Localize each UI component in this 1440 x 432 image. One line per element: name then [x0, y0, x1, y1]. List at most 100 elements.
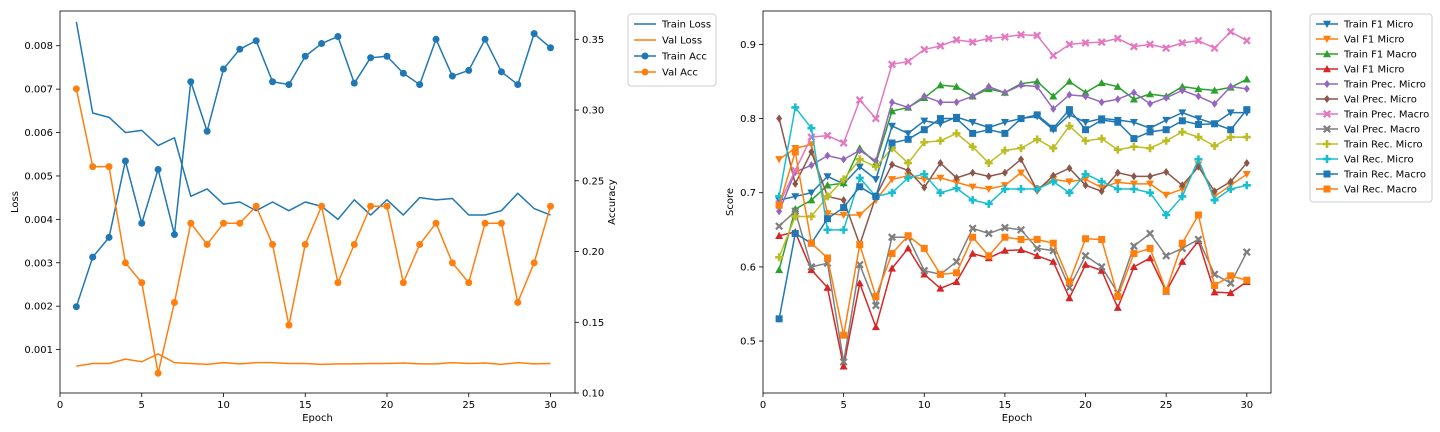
data-point [921, 183, 928, 192]
data-point [1033, 244, 1042, 253]
data-point [952, 257, 961, 266]
data-point [905, 103, 912, 112]
data-point [808, 147, 815, 156]
data-point [530, 259, 538, 267]
data-point [936, 284, 945, 292]
data-point [920, 244, 928, 252]
data-point [1210, 86, 1219, 94]
y2-tick-label: 0.35 [582, 35, 604, 46]
legend-entry: Val Prec. Micro [1316, 95, 1417, 106]
data-point [968, 183, 977, 191]
data-point [203, 127, 211, 135]
data-point [203, 240, 211, 248]
data-point [807, 265, 816, 274]
data-point [953, 98, 960, 107]
data-point [1017, 235, 1025, 243]
data-point [448, 72, 456, 80]
data-point [105, 163, 113, 171]
data-point [1162, 116, 1171, 125]
y2-tick-label: 0.10 [582, 389, 604, 400]
data-point [1049, 257, 1058, 265]
data-point [448, 259, 456, 267]
data-point [888, 176, 897, 184]
data-point [269, 78, 277, 86]
data-point [952, 184, 961, 193]
data-point [1162, 44, 1171, 53]
data-point [985, 172, 992, 181]
data-point [1001, 233, 1009, 241]
data-point [775, 315, 783, 323]
data-point [89, 163, 97, 171]
data-point [968, 119, 977, 127]
legend-marker [1323, 185, 1331, 193]
series-line [778, 231, 1248, 368]
data-point [840, 155, 847, 164]
data-point [1000, 246, 1009, 254]
x-tick-label: 15 [299, 400, 312, 411]
legend-label: Val F1 Micro [1344, 35, 1404, 46]
y2-tick-label: 0.30 [582, 106, 604, 117]
data-point [72, 303, 80, 311]
data-point [1129, 262, 1138, 271]
data-point [1162, 210, 1171, 219]
data-point [1066, 164, 1073, 173]
data-point [1226, 288, 1235, 297]
data-point [1210, 196, 1219, 205]
data-point [252, 202, 260, 210]
data-point [1178, 82, 1187, 90]
y-axis-label: Score [725, 188, 736, 216]
data-point [1130, 172, 1137, 181]
data-point [367, 202, 375, 210]
data-point [776, 207, 783, 216]
data-point [823, 225, 832, 234]
data-point [888, 233, 897, 242]
data-point [154, 165, 162, 173]
data-point [481, 219, 489, 227]
data-point [1178, 109, 1187, 117]
data-point [1194, 120, 1202, 128]
data-point [807, 124, 816, 133]
data-point [953, 115, 961, 123]
data-point [904, 232, 912, 240]
data-point [236, 219, 244, 227]
data-point [1065, 294, 1074, 302]
data-point [1081, 170, 1090, 179]
data-point [1000, 32, 1009, 41]
data-point [888, 60, 897, 69]
data-point [1082, 235, 1090, 243]
data-point [953, 269, 961, 277]
data-point [121, 259, 129, 267]
legend-entry: Val Rec. Micro [1316, 155, 1414, 166]
data-point [1066, 90, 1073, 99]
data-point [252, 37, 260, 45]
legend-marker [1323, 110, 1331, 118]
legend-marker [1323, 125, 1331, 133]
data-point [1129, 242, 1138, 251]
legend-box [627, 13, 717, 87]
series-train-rec-micro [775, 121, 1251, 262]
y-axis-label: Loss [10, 191, 21, 213]
data-point [89, 253, 97, 261]
data-point [1098, 116, 1106, 124]
y2-axis-label: Accuracy [607, 179, 618, 225]
data-point [871, 322, 880, 331]
data-point [1178, 239, 1186, 247]
y-tick-label: 0.007 [24, 85, 53, 96]
data-point [1114, 95, 1121, 104]
data-point [105, 233, 113, 241]
series-val-acc [72, 85, 554, 377]
data-point [1000, 185, 1009, 194]
data-point [1162, 191, 1171, 199]
data-point [187, 219, 195, 227]
data-point [823, 283, 832, 291]
data-point [936, 81, 945, 89]
data-point [936, 115, 944, 123]
legend-marker [1323, 20, 1331, 28]
data-point [1178, 192, 1187, 201]
data-point [888, 122, 897, 130]
series-line [778, 118, 1248, 246]
data-point [855, 96, 864, 105]
data-point [1033, 235, 1041, 243]
data-point [318, 202, 326, 210]
